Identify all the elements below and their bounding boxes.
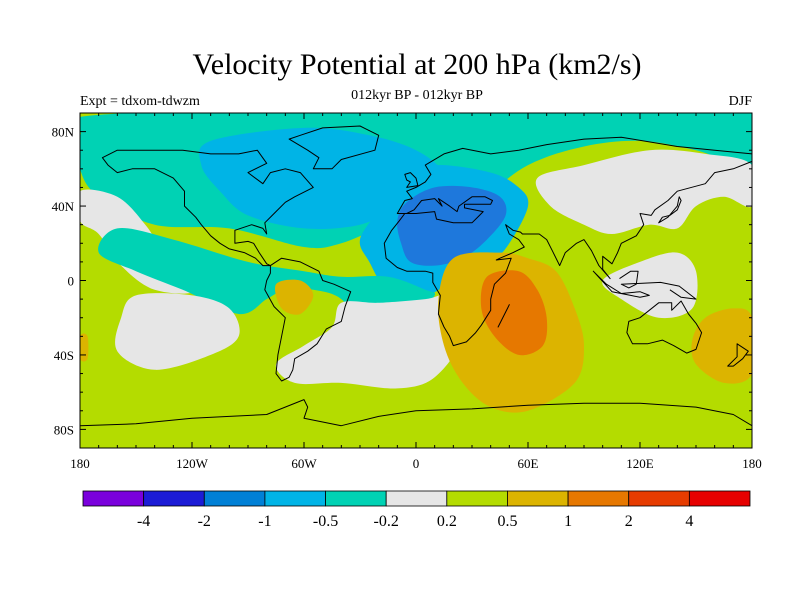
colorbar-label: 1 [564,513,572,530]
colorbar-label: 0.2 [437,513,457,530]
lon-tick-label: 180 [70,456,90,471]
coastline-japan [658,196,682,224]
colorbar-label: -4 [137,513,150,530]
coastline-uk [404,172,419,188]
colorbar-label: -1 [258,513,271,530]
coastline-indonesia [592,270,650,298]
colorbar-swatch [82,490,145,507]
colorbar-swatch [628,490,690,507]
lon-tick-label: 60E [518,456,539,471]
region-south-pacific-white [115,293,240,370]
colorbar-swatch [507,490,569,507]
coastline-madagascar [497,304,510,328]
region-south-atlantic-white [275,293,464,389]
colorbar-swatch [567,490,630,507]
colorbar-label: -2 [198,513,211,530]
colorbar-label: -0.2 [374,513,399,530]
region-south-america-yellow [274,279,314,315]
season-label: DJF [728,94,752,109]
coastline-south-america [264,257,352,382]
lat-tick-label: 40N [52,199,75,214]
coastline-eurasia-africa [383,136,752,347]
region-siberia-white [535,149,752,234]
coastline-new-zealand [727,343,749,367]
region-indian-ocean-orange [480,270,548,356]
coastline-australia [626,300,703,354]
chart-title: Velocity Potential at 200 hPa (km2/s) [192,48,642,81]
coastline-borneo-newguinea [619,270,697,300]
colorbar-label: 0.5 [497,513,517,530]
colorbar-label: 4 [685,513,693,530]
colorbar-label: -0.5 [313,513,338,530]
colorbar-swatch [143,490,205,507]
lon-tick-label: 0 [413,456,420,471]
axis-ticks: 180 120W 60W 0 60E 120E 180 80N 40N 0 40S 80S [52,112,762,471]
lat-tick-label: 80N [52,125,75,140]
contour-fills [80,113,752,448]
colorbar-swatch [688,490,751,507]
lon-tick-label: 120W [176,456,209,471]
lon-tick-label: 180 [742,456,762,471]
coastline-greenland [288,125,380,170]
region-tropical-pacific-cyan [98,228,436,356]
lon-tick-label: 120E [626,456,654,471]
colorbar: -4 -2 -1 -0.5 -0.2 0.2 0.5 1 2 4 [82,490,751,530]
colorbar-swatch [203,490,266,507]
colorbar-swatch [446,490,508,507]
lat-tick-label: 40S [54,348,74,363]
region-mediterranean-dark-blue [397,185,507,266]
colorbar-label: 2 [625,513,633,530]
region-west-pacific-white [602,252,698,319]
coastlines [80,125,752,427]
lat-tick-label: 0 [68,274,75,289]
coastline-north-america [101,149,314,267]
lon-tick-label: 60W [291,456,317,471]
coastline-antarctica [80,399,752,427]
lat-tick-label: 80S [54,422,74,437]
chart-subtitle: 012kyr BP - 012kyr BP [351,88,483,103]
colorbar-swatch [325,490,387,507]
region-australia-yellow [691,308,752,384]
region-north-atlantic-light-blue [198,127,520,229]
experiment-label: Expt = tdxom-tdwzm [80,94,200,109]
colorbar-swatch [385,490,448,507]
colorbar-swatch [264,490,326,507]
